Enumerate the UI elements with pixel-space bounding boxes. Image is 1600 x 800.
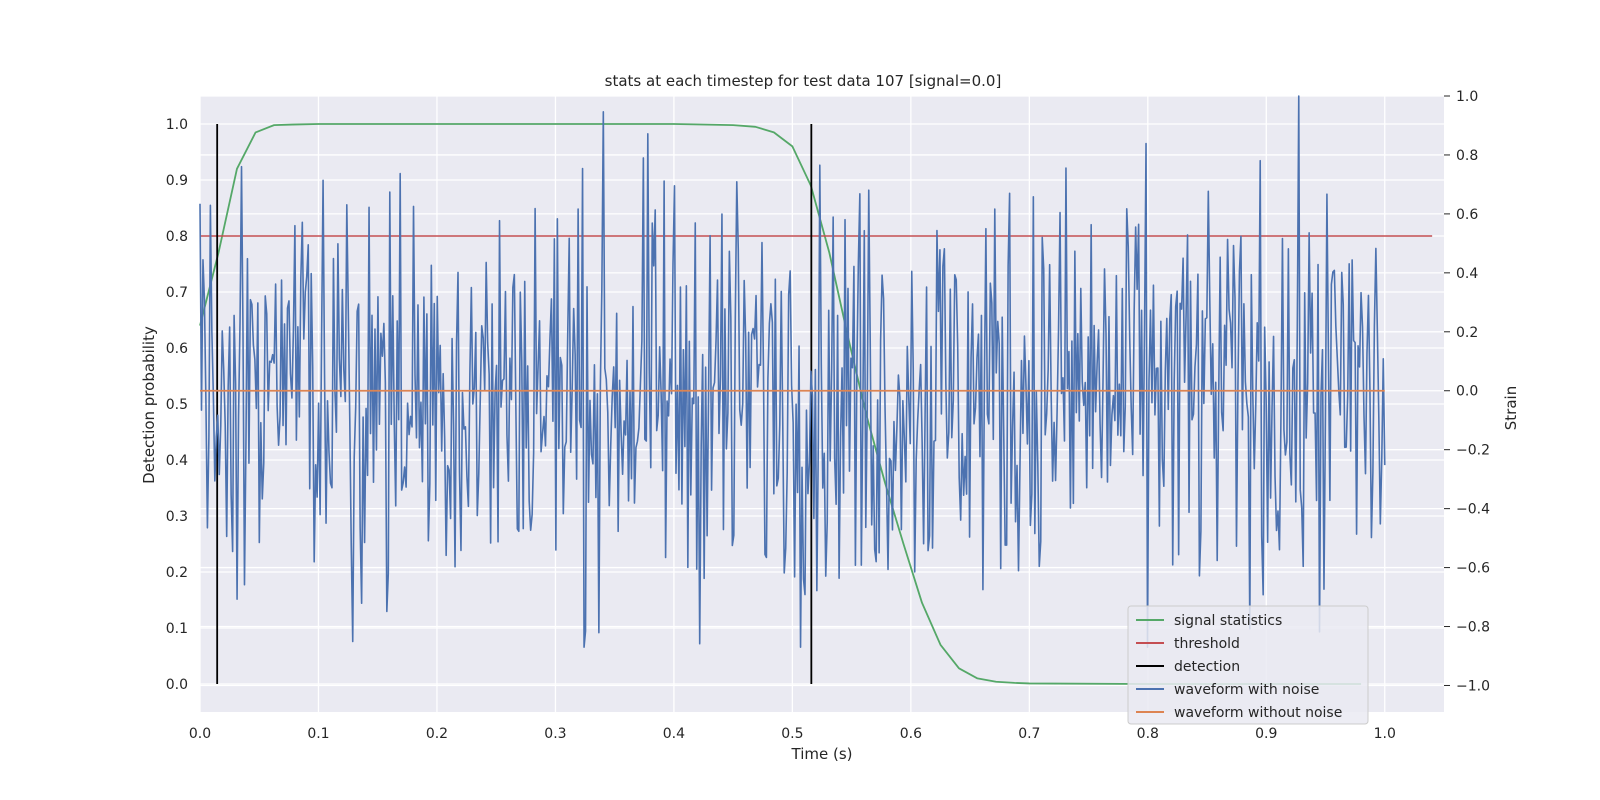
x-tick-label: 0.2 <box>426 726 448 742</box>
y-tick-label: 0.3 <box>166 509 188 525</box>
legend-label: detection <box>1174 659 1240 675</box>
y2-tick-label: 0.2 <box>1456 325 1478 341</box>
y-tick-label: 0.5 <box>166 397 188 413</box>
y2-tick-label: 0.0 <box>1456 384 1478 400</box>
y-tick-label: 0.1 <box>166 621 188 637</box>
x-tick-label: 0.3 <box>544 726 566 742</box>
data-series <box>199 95 1433 685</box>
y-tick-label: 0.0 <box>166 677 188 693</box>
axis-ticks: 0.0 0.1 0.2 0.3 0.4 0.5 0.6 0.7 0.8 0.9 1.0 0.0 0.1 0… <box>166 89 1490 742</box>
legend-label: waveform with noise <box>1174 682 1319 698</box>
legend: signal statistics threshold detection wavef… <box>1127 605 1369 725</box>
x-tick-label: 0.1 <box>307 726 329 742</box>
waveform-with-noise-line <box>199 95 1386 648</box>
y2-tick-label: −0.2 <box>1456 443 1490 459</box>
x-tick-label: 0.6 <box>900 726 922 742</box>
legend-label: waveform without noise <box>1174 705 1342 721</box>
x-tick-label: 0.8 <box>1137 726 1159 742</box>
y2-tick-label: −0.6 <box>1456 561 1490 577</box>
y2-tick-label: −0.8 <box>1456 620 1490 636</box>
y2-tick-label: 1.0 <box>1456 89 1478 105</box>
legend-label: signal statistics <box>1174 613 1282 629</box>
y-axis-label: Detection probability <box>140 326 158 484</box>
x-tick-label: 0.9 <box>1255 726 1277 742</box>
y-tick-label: 0.2 <box>166 565 188 581</box>
y2-tick-label: 0.4 <box>1456 266 1478 282</box>
chart-title: stats at each timestep for test data 107… <box>605 72 1002 90</box>
y-tick-label: 0.8 <box>166 229 188 245</box>
x-axis-label: Time (s) <box>791 745 853 763</box>
x-tick-label: 0.0 <box>189 726 211 742</box>
y2-tick-label: 0.6 <box>1456 207 1478 223</box>
y-tick-label: 0.6 <box>166 341 188 357</box>
y2-axis-label: Strain <box>1502 386 1520 430</box>
y2-tick-label: 0.8 <box>1456 148 1478 164</box>
legend-box <box>1127 605 1369 725</box>
x-tick-label: 1.0 <box>1374 726 1396 742</box>
x-tick-label: 0.4 <box>663 726 685 742</box>
y2-tick-label: −0.4 <box>1456 502 1490 518</box>
x-tick-label: 0.5 <box>781 726 803 742</box>
y-tick-label: 1.0 <box>166 117 188 133</box>
y-tick-label: 0.7 <box>166 285 188 301</box>
y-tick-label: 0.9 <box>166 173 188 189</box>
y-tick-label: 0.4 <box>166 453 188 469</box>
legend-label: threshold <box>1174 636 1240 652</box>
x-tick-label: 0.7 <box>1018 726 1040 742</box>
y2-tick-label: −1.0 <box>1456 678 1490 694</box>
